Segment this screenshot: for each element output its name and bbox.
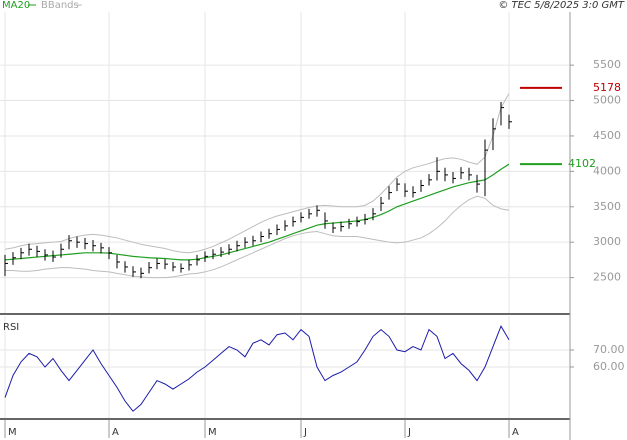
y-tick-label: 3500: [593, 200, 621, 213]
legend-bbands: BBands: [41, 0, 79, 11]
x-tick-label: A: [112, 427, 119, 438]
x-tick-label: M: [8, 427, 17, 438]
bband-lower: [5, 195, 510, 279]
y-tick-label: 3000: [593, 235, 621, 248]
legend-ma20: MA20: [2, 0, 30, 11]
level-label: 5178: [593, 81, 621, 94]
rsi-line: [4, 325, 510, 412]
ma20-line: [4, 163, 510, 261]
y-tick-label: 5000: [593, 94, 621, 107]
credit: © TEC 5/8/2025 3:0 GMT: [498, 0, 625, 11]
y-tick-label: 60.00: [593, 360, 625, 373]
y-tick-label: 5500: [593, 58, 621, 71]
y-tick-label: 4000: [593, 164, 621, 177]
y-tick-label: 4500: [593, 129, 621, 142]
x-tick-label: M: [208, 427, 217, 438]
y-tick-label: 2500: [593, 271, 621, 284]
x-tick-label: J: [407, 427, 411, 438]
x-tick-label: J: [303, 427, 307, 438]
x-tick-label: A: [512, 427, 519, 438]
y-tick-label: 70.00: [593, 343, 625, 356]
level-label: 4102: [568, 157, 596, 170]
bband-upper: [4, 93, 510, 254]
rsi-title: RSI: [3, 322, 19, 333]
